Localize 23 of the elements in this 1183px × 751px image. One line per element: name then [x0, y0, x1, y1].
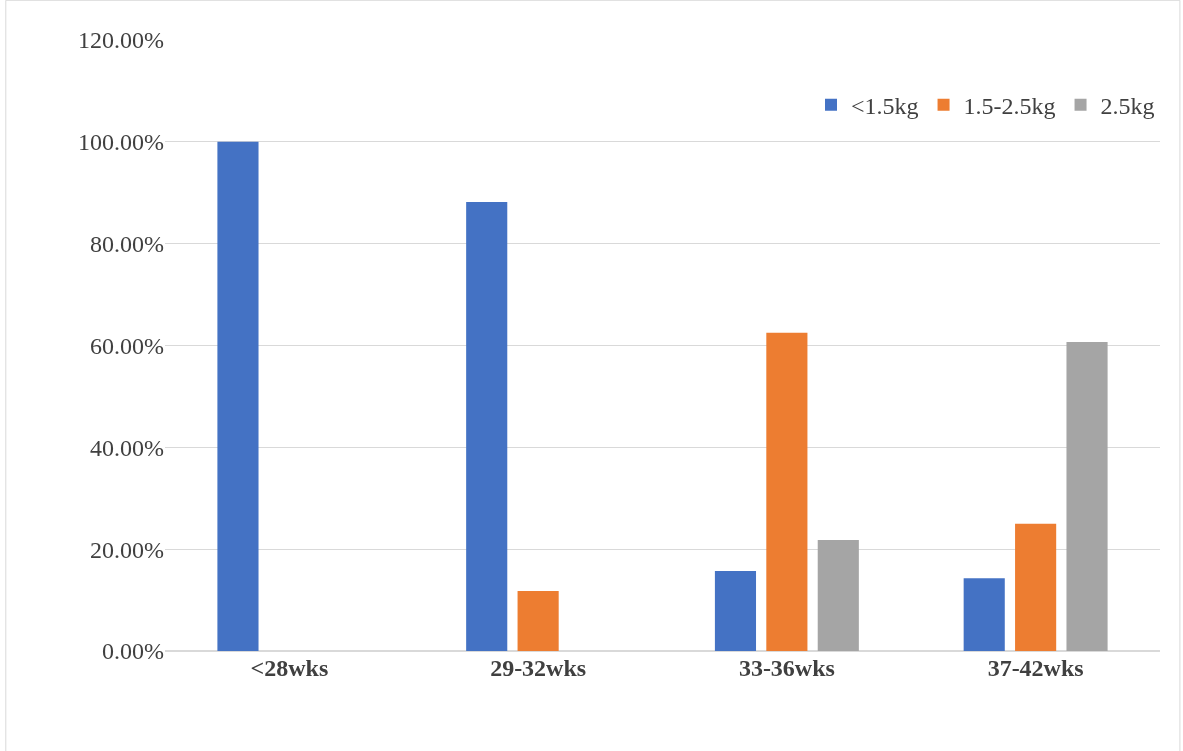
x-tick-label: 33-36wks — [738, 655, 835, 681]
legend-label: <1.5kg — [851, 93, 919, 120]
x-tick-label: 37-42wks — [987, 655, 1084, 681]
bar — [714, 571, 757, 651]
bar — [766, 332, 808, 651]
x-tick-label: <28wks — [250, 655, 329, 681]
y-tick-label: 20.00% — [90, 536, 164, 563]
bar — [1015, 523, 1057, 651]
bar — [1066, 341, 1108, 651]
legend-label: 2.5kg — [1100, 93, 1155, 120]
bar — [466, 201, 508, 651]
legend-label: 1.5-2.5kg — [963, 93, 1056, 120]
y-tick-label: 80.00% — [90, 231, 164, 258]
bar — [963, 578, 1005, 651]
y-tick-label: 60.00% — [90, 332, 164, 359]
y-tick-label: 100.00% — [78, 129, 164, 156]
bar — [817, 540, 859, 651]
bar — [517, 590, 559, 651]
y-tick-label: 40.00% — [90, 434, 164, 461]
y-tick-label: 120.00% — [78, 27, 164, 54]
y-tick-label: 0.00% — [102, 638, 164, 665]
bar — [217, 141, 259, 651]
x-tick-label: 29-32wks — [490, 655, 587, 681]
